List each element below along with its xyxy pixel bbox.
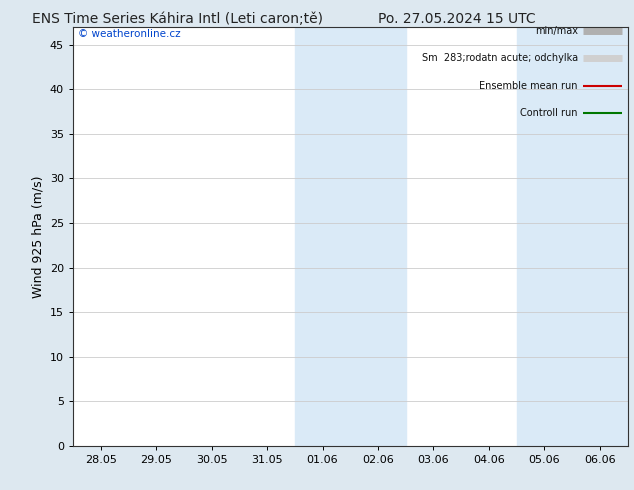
Point — [148, 434, 155, 440]
Text: © weatheronline.cz: © weatheronline.cz — [79, 29, 181, 39]
Point — [152, 435, 159, 441]
Text: Po. 27.05.2024 15 UTC: Po. 27.05.2024 15 UTC — [378, 12, 535, 26]
Text: ENS Time Series Káhira Intl (Leti caron;tě): ENS Time Series Káhira Intl (Leti caron;… — [32, 12, 323, 26]
Point — [152, 434, 159, 440]
Point — [152, 436, 159, 442]
Point — [148, 435, 155, 441]
Point — [148, 435, 155, 441]
Text: min/max: min/max — [534, 26, 578, 36]
Point — [148, 436, 155, 442]
Text: Ensemble mean run: Ensemble mean run — [479, 80, 578, 91]
Point — [152, 435, 159, 441]
Y-axis label: Wind 925 hPa (m/s): Wind 925 hPa (m/s) — [31, 175, 44, 298]
Bar — [295, 27, 406, 446]
Text: Controll run: Controll run — [521, 108, 578, 118]
Bar — [517, 27, 628, 446]
Text: Sm  283;rodatn acute; odchylka: Sm 283;rodatn acute; odchylka — [422, 53, 578, 63]
